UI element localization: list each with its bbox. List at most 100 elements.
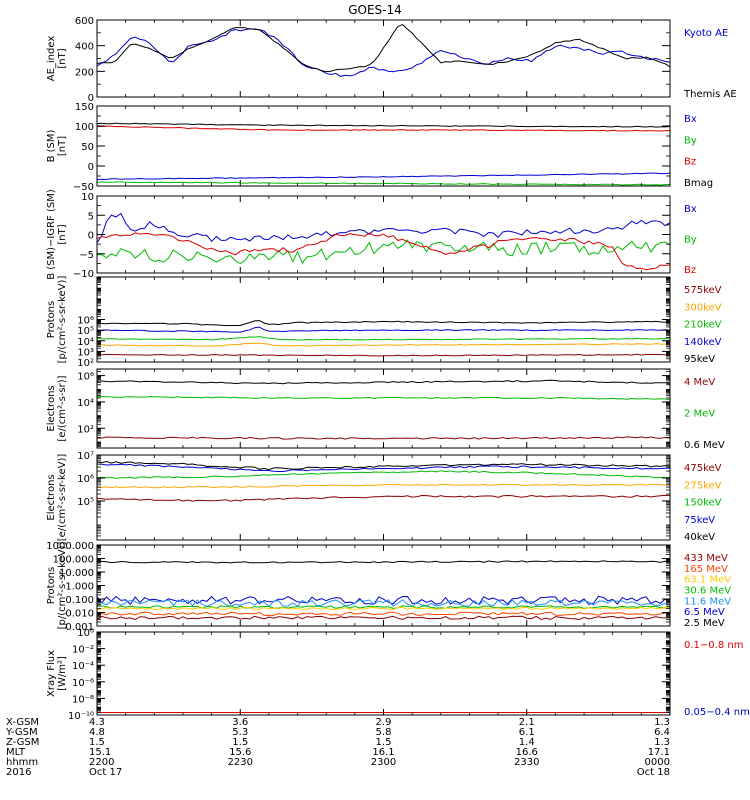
footer-row-label: 2016 — [6, 767, 31, 778]
legend-entry: 30.6 MeV — [684, 586, 731, 597]
legend-entry: 165 MeV — [684, 564, 728, 575]
series-line-7-7 — [97, 615, 670, 621]
footer-row-label: hhmm — [6, 757, 38, 768]
y-tick-label: 10⁻² — [72, 645, 94, 656]
footer-value: 1.3 — [654, 717, 670, 728]
legend-entry: Bx — [684, 204, 697, 215]
y-tick-label: 10⁵ — [77, 497, 94, 508]
y-tick-label: 10.000 — [59, 568, 94, 579]
legend-entry: 63.1 MeV — [684, 575, 731, 586]
footer-value: 4.8 — [89, 727, 105, 738]
series-line-6-2 — [97, 463, 670, 472]
series-line-4-2 — [97, 326, 670, 333]
y-tick-label: 10² — [77, 358, 94, 369]
y-tick-label: 10⁰ — [77, 628, 94, 639]
footer-value: 5.8 — [376, 727, 392, 738]
series-line-4-1 — [97, 320, 670, 327]
y-axis-label: Electrons[e/(cm²-s-sr)] — [46, 375, 68, 441]
legend-entry: Bz — [684, 265, 696, 276]
legend-entry: 0.6 MeV — [684, 440, 725, 451]
legend-entry: 2 MeV — [684, 409, 715, 420]
legend-entry: 95keV — [684, 354, 715, 365]
y-tick-label: 10⁻¹⁰ — [68, 711, 94, 722]
series-line-3-3 — [97, 232, 670, 271]
legend-entry: 140keV — [684, 337, 722, 348]
footer-row-label: Y-GSM — [5, 727, 38, 738]
y-axis-label: Protons[p/(cm²-s-sr-keV)] — [46, 276, 68, 364]
panel-frame — [96, 368, 671, 449]
y-axis-label: B (SM)−IGRF (SM)[nT] — [46, 189, 68, 280]
y-tick-label: 10⁻⁴ — [72, 661, 94, 672]
y-tick-label: −5 — [79, 250, 94, 261]
legend-entry: Kyoto AE — [684, 28, 728, 39]
series-line-2-1 — [97, 172, 670, 181]
footer-row-label: MLT — [6, 747, 26, 758]
series-line-4-5 — [97, 353, 670, 357]
footer-value: 3.6 — [232, 717, 248, 728]
y-tick-label: 10⁷ — [77, 451, 94, 462]
panel-frame — [96, 19, 671, 98]
series-line-3-1 — [97, 212, 670, 244]
footer-value: 17.1 — [648, 747, 670, 758]
series-line-4-3 — [97, 336, 670, 341]
panel-5: 10² 10⁴ 10⁶ Electrons[e/(cm²-s-sr)] 4 MeV 2 M… — [46, 368, 725, 451]
y-tick-label: 0.001 — [65, 622, 94, 633]
panel-1: 0 200 400 600 AE_index[nT] Kyoto AE Themis AE — [46, 16, 737, 104]
y-tick-label: −50 — [73, 182, 94, 193]
y-tick-label: 200 — [75, 67, 94, 78]
legend-entry: 275keV — [684, 480, 722, 491]
y-tick-label: 100.000 — [53, 555, 94, 566]
y-tick-label: 10⁶ — [77, 474, 94, 485]
series-line-6-1 — [97, 460, 670, 471]
legend-entry: 75keV — [684, 515, 715, 526]
y-axis-label: Xray Flux[W/m²] — [46, 650, 68, 697]
legend-entry: 150keV — [684, 498, 722, 509]
y-tick-label: 1000.000 — [46, 541, 94, 552]
series-line-5-3 — [97, 436, 670, 440]
y-tick-label: 10⁻⁶ — [72, 678, 94, 689]
footer-value: 6.4 — [654, 727, 670, 738]
y-tick-label: 0 — [88, 162, 94, 173]
footer-value: 6.1 — [519, 727, 535, 738]
legend-entry: 210keV — [684, 320, 722, 331]
y-axis-label: AE_index[nT] — [46, 36, 68, 82]
y-tick-label: −10 — [73, 269, 94, 280]
y-tick-label: 10⁶ — [77, 316, 94, 327]
series-line-4-4 — [97, 342, 670, 347]
y-tick-label: 400 — [75, 42, 94, 53]
legend-entry: 475keV — [684, 463, 722, 474]
y-axis-label: Electrons[e/(cm²-s-sr-keV)] — [46, 454, 68, 542]
y-tick-label: 10³ — [77, 347, 94, 358]
series-line-7-4 — [97, 605, 670, 609]
y-tick-label: 600 — [75, 16, 94, 27]
series-line-1-1 — [97, 28, 670, 77]
series-line-6-3 — [97, 470, 670, 479]
footer-value: 2200 — [89, 757, 114, 768]
footer-value: 1.5 — [89, 737, 105, 748]
legend-entry: Themis AE — [683, 89, 737, 100]
panel-frame — [96, 631, 671, 716]
footer-value: Oct 18 — [637, 767, 670, 778]
y-tick-label: 0.100 — [65, 595, 94, 606]
y-tick-label: 10² — [77, 424, 94, 435]
legend-entry: 11.6 MeV — [684, 596, 731, 607]
footer-value: 2230 — [228, 757, 253, 768]
series-line-1-2 — [97, 24, 670, 73]
legend-entry: 433 MeV — [684, 553, 728, 564]
footer-value: 15.6 — [229, 747, 251, 758]
y-tick-label: 150 — [75, 102, 94, 113]
legend-entry: Bx — [684, 114, 697, 125]
y-axis-label: B (SM)[nT] — [46, 129, 68, 162]
y-tick-label: 100 — [75, 122, 94, 133]
footer-value: 16.6 — [516, 747, 538, 758]
series-line-2-4 — [97, 122, 670, 128]
y-tick-label: 10⁴ — [77, 337, 94, 348]
y-tick-label: 5 — [88, 211, 94, 222]
legend-entry: 300keV — [684, 302, 722, 313]
series-line-7-1 — [97, 560, 670, 564]
footer-row-label: X-GSM — [6, 717, 39, 728]
legend-entry: 2.5 MeV — [684, 618, 725, 629]
y-tick-label: 10⁴ — [77, 398, 94, 409]
footer-value: 4.3 — [89, 717, 105, 728]
